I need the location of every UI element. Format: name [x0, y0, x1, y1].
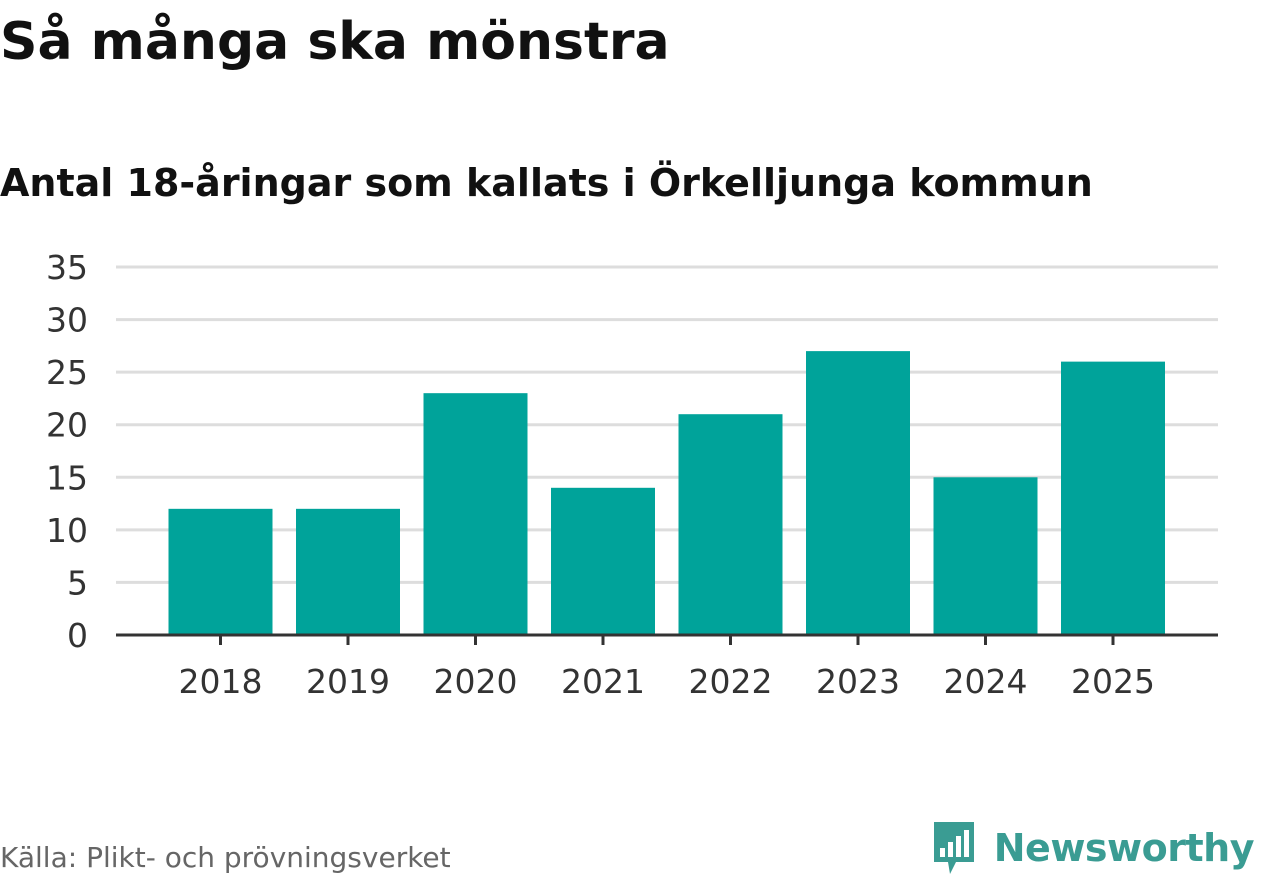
y-tick-label: 20 [46, 406, 88, 445]
y-tick-label: 25 [46, 353, 88, 392]
x-tick-label: 2025 [1071, 662, 1155, 701]
bar-chart-speech-bubble-icon [933, 822, 974, 874]
x-tick-label: 2022 [689, 662, 773, 701]
bar-2020 [423, 393, 528, 635]
bars [168, 351, 1165, 635]
chart-title: Så många ska mönstra [0, 12, 670, 72]
bar-2024 [933, 477, 1038, 635]
x-tick-label: 2020 [434, 662, 518, 701]
x-tick-label: 2024 [944, 662, 1028, 701]
x-axis-ticks: 2018 2019 2020 2021 2022 2023 2024 2025 [179, 635, 1155, 701]
x-tick-label: 2023 [816, 662, 900, 701]
y-tick-label: 35 [46, 248, 88, 287]
y-axis-ticks: 0 5 10 15 20 25 30 35 [46, 248, 88, 655]
brand-name: Newsworthy [993, 826, 1255, 870]
y-tick-label: 0 [67, 616, 88, 655]
bar-2018 [168, 508, 273, 635]
bar-2025 [1061, 361, 1165, 635]
y-tick-label: 30 [46, 301, 88, 340]
brand-logo: Newsworthy [930, 818, 1255, 878]
bar-2019 [296, 508, 400, 635]
bar-2023 [806, 351, 910, 635]
x-tick-label: 2021 [561, 662, 645, 701]
source-note: Källa: Plikt- och prövningsverket [0, 841, 451, 874]
bar-2021 [551, 487, 655, 635]
x-tick-label: 2018 [179, 662, 263, 701]
y-tick-label: 10 [46, 511, 88, 550]
gridlines [116, 265, 1218, 584]
chart-subtitle: Antal 18-åringar som kallats i Örkelljun… [0, 161, 1093, 205]
bar-2022 [678, 414, 783, 635]
y-tick-label: 15 [46, 458, 88, 497]
x-tick-label: 2019 [306, 662, 390, 701]
y-tick-label: 5 [67, 563, 88, 602]
